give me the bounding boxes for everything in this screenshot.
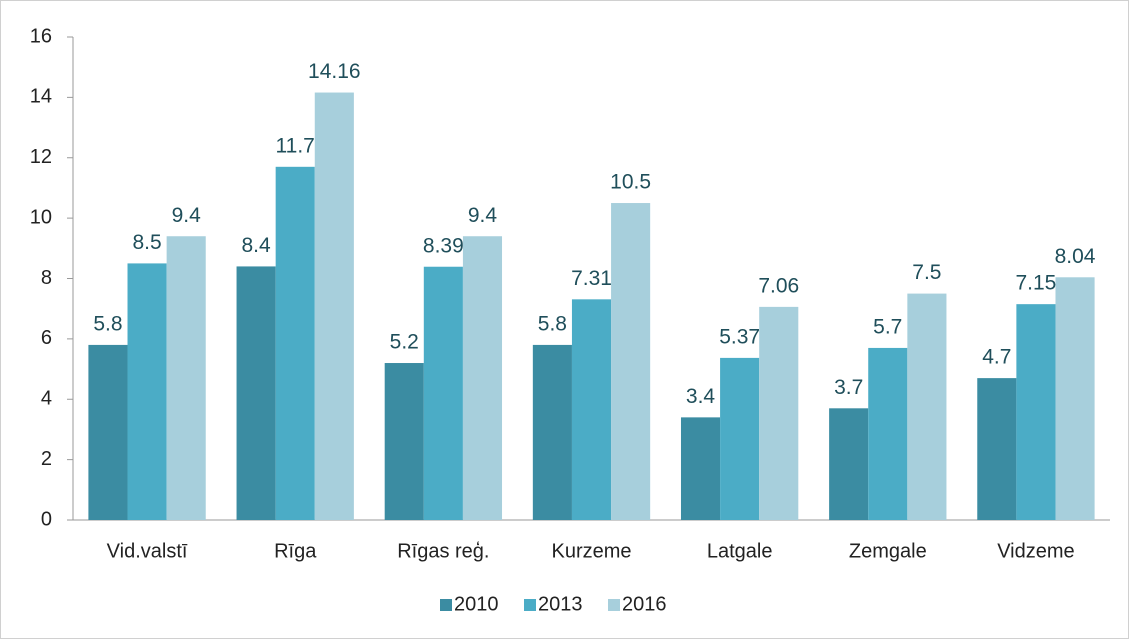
y-tick-label: 6 (41, 327, 52, 349)
legend-label: 2013 (538, 593, 583, 615)
data-label: 7.15 (1015, 272, 1056, 295)
data-label: 7.06 (758, 274, 799, 297)
bar (166, 236, 206, 521)
data-label: 5.8 (93, 312, 122, 335)
data-label: 14.16 (308, 60, 361, 83)
data-label: 5.37 (719, 325, 760, 348)
data-label: 7.5 (912, 261, 941, 284)
legend-swatch (608, 599, 620, 611)
bar (127, 263, 167, 520)
data-label: 5.7 (873, 315, 902, 338)
data-label: 11.7 (276, 134, 315, 157)
data-label: 8.04 (1055, 245, 1096, 268)
data-label: 8.4 (242, 234, 272, 257)
y-tick-label: 4 (41, 388, 52, 410)
legend-swatch (440, 599, 452, 611)
bar (907, 293, 947, 520)
bar (571, 299, 612, 520)
x-tick-label: Zemgale (849, 540, 927, 562)
data-label: 3.7 (834, 376, 863, 399)
x-tick-label: Vidzeme (997, 540, 1074, 562)
data-label: 8.5 (132, 231, 161, 254)
bar (275, 166, 315, 520)
x-tick-label: Rīga (274, 540, 317, 562)
bar (423, 266, 463, 520)
data-label: 7.31 (571, 267, 612, 290)
bar (680, 417, 721, 520)
legend-label: 2010 (454, 593, 499, 615)
bar (236, 266, 276, 520)
data-label: 5.8 (538, 312, 567, 335)
data-label: 8.39 (423, 234, 464, 257)
y-tick-label: 2 (41, 448, 52, 470)
y-tick-label: 16 (30, 25, 52, 47)
x-tick-label: Latgale (707, 540, 773, 562)
y-tick-label: 0 (41, 508, 52, 530)
bar (462, 236, 503, 521)
bar (868, 347, 908, 520)
data-label: 3.4 (686, 385, 716, 408)
bar (532, 344, 572, 520)
data-label: 9.4 (172, 204, 202, 227)
data-label: 4.7 (982, 346, 1011, 369)
bar (1055, 277, 1095, 520)
bar (759, 306, 799, 520)
bar (611, 203, 651, 520)
bar (384, 363, 424, 520)
y-tick-label: 12 (30, 146, 52, 168)
legend-label: 2016 (622, 593, 667, 615)
x-tick-label: Kurzeme (551, 540, 631, 562)
data-label: 10.5 (610, 171, 651, 194)
bar (314, 92, 354, 521)
y-tick-label: 8 (41, 267, 52, 289)
bar (88, 344, 128, 520)
data-label: 5.2 (390, 331, 419, 354)
x-tick-label: Rīgas reģ. (397, 540, 489, 562)
y-tick-label: 14 (30, 86, 52, 108)
data-label: 9.4 (468, 204, 498, 227)
bar (977, 378, 1017, 520)
bar (720, 357, 760, 520)
x-tick-label: Vid.valstī (107, 540, 188, 562)
legend-swatch (524, 599, 536, 611)
y-tick-label: 10 (30, 206, 52, 228)
bar (829, 408, 869, 520)
bar (1016, 304, 1056, 520)
